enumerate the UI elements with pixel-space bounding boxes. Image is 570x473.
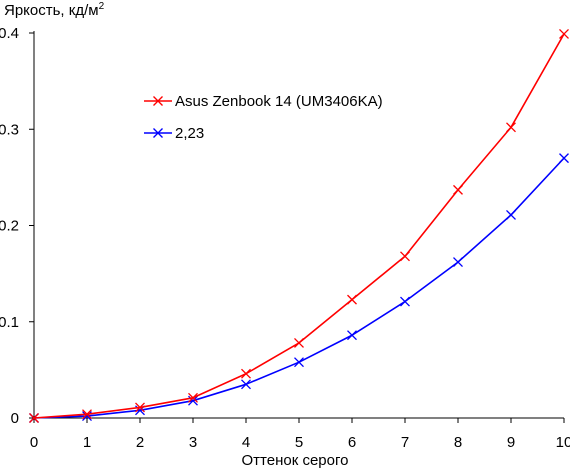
- data-point-marker-stroke: [347, 330, 357, 341]
- x-tick-label: 2: [136, 434, 144, 451]
- data-point-marker: [453, 257, 463, 268]
- y-tick-label: 0.4: [0, 25, 19, 42]
- data-point-marker: [294, 337, 304, 348]
- legend-item: 2,23: [144, 125, 204, 142]
- data-point-marker: [453, 184, 463, 195]
- data-point-marker-stroke: [453, 184, 463, 195]
- x-tick-label: 7: [401, 434, 409, 451]
- x-tick-label: 6: [348, 434, 356, 451]
- legend-marker: [153, 96, 163, 106]
- ticks: 0 0.1 0.2 0.3 0.4 0 1 2 3 4 5 6 7 8 9 10: [0, 25, 570, 451]
- x-tick-label: 0: [30, 434, 38, 451]
- series-line-1: [33, 33, 565, 419]
- x-tick-label: 3: [189, 434, 197, 451]
- y-tick-label: 0.1: [0, 314, 19, 331]
- data-point-marker: [506, 122, 516, 133]
- y-tick-label: 0.2: [0, 218, 19, 235]
- y-tick-label: 0.3: [0, 121, 19, 138]
- data-point-marker-stroke: [559, 29, 569, 39]
- axes: [33, 31, 564, 419]
- x-axis-label: Оттенок серого: [242, 452, 349, 468]
- data-point-marker: [347, 294, 357, 305]
- series-line-2: [33, 157, 565, 419]
- data-point-marker: [559, 153, 569, 164]
- data-point-marker-stroke: [135, 402, 145, 413]
- data-point-marker: [241, 368, 251, 379]
- y-tick-label: 0: [11, 410, 19, 427]
- data-point-marker-stroke: [400, 296, 410, 307]
- data-point-marker-stroke: [241, 368, 251, 379]
- legend-marker-stroke: [153, 96, 163, 106]
- data-point-marker: [400, 251, 410, 262]
- data-point-marker-stroke: [506, 122, 516, 133]
- legend-label: 2,23: [175, 125, 204, 142]
- legend-marker: [153, 128, 163, 138]
- x-tick-label: 10: [556, 434, 570, 451]
- data-point-marker-stroke: [82, 409, 92, 420]
- data-point-marker: [400, 296, 410, 307]
- legend: Asus Zenbook 14 (UM3406KA) 2,23: [144, 93, 383, 142]
- data-point-marker-stroke: [453, 257, 463, 268]
- data-point-marker-stroke: [506, 209, 516, 220]
- data-point-marker-stroke: [294, 357, 304, 368]
- data-point-marker-stroke: [400, 251, 410, 262]
- data-point-marker: [188, 392, 198, 403]
- data-point-marker-stroke: [188, 392, 198, 403]
- y-axis-label: Яркость, кд/м2: [4, 1, 105, 19]
- data-point-marker-stroke: [559, 153, 569, 164]
- data-point-marker: [294, 357, 304, 368]
- data-point-marker: [82, 409, 92, 420]
- data-point-marker-stroke: [294, 337, 304, 348]
- data-point-marker-stroke: [241, 379, 251, 390]
- x-tick-label: 8: [454, 434, 462, 451]
- x-tick-label: 5: [295, 434, 303, 451]
- data-point-marker: [559, 29, 569, 39]
- data-point-marker: [29, 413, 39, 423]
- legend-item: Asus Zenbook 14 (UM3406KA): [144, 93, 383, 110]
- data-point-marker: [135, 402, 145, 413]
- x-tick-label: 4: [242, 434, 250, 451]
- x-tick-label: 1: [83, 434, 91, 451]
- legend-label: Asus Zenbook 14 (UM3406KA): [175, 93, 383, 110]
- data-point-marker-stroke: [347, 294, 357, 305]
- data-point-marker: [347, 330, 357, 341]
- series-lines: [29, 29, 569, 423]
- axis-labels: Яркость, кд/м2 Оттенок серого: [4, 1, 349, 469]
- legend-marker-stroke: [153, 128, 163, 138]
- data-point-marker-stroke: [188, 395, 198, 406]
- data-point-marker: [241, 379, 251, 390]
- data-point-marker-stroke: [29, 413, 39, 423]
- x-tick-label: 9: [507, 434, 515, 451]
- data-point-marker: [506, 209, 516, 220]
